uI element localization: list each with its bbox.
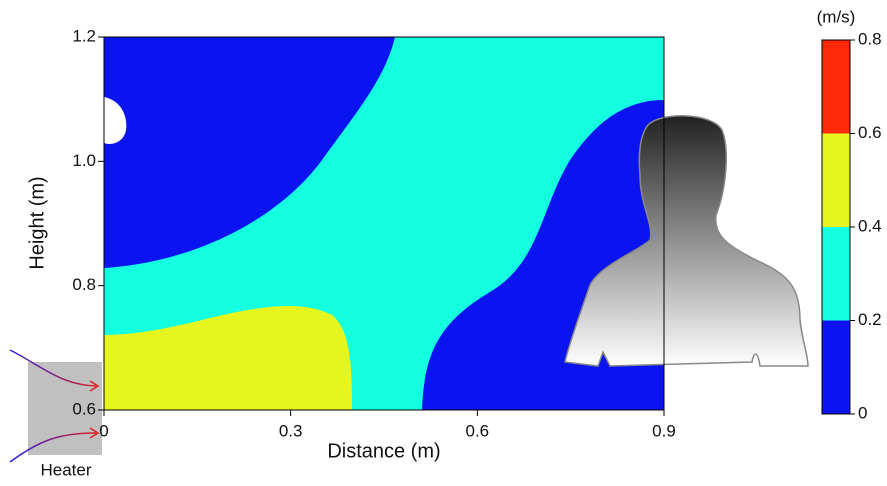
y-tick-label: 1.2 (72, 26, 96, 45)
person-silhouette (564, 115, 809, 367)
no-data-region (104, 97, 127, 144)
colorbar-tick-label: 0.6 (858, 123, 882, 142)
y-tick-label: 1.0 (72, 151, 96, 170)
arrow-head (89, 380, 100, 392)
y-axis-title: Height (m) (26, 176, 48, 269)
heater-box (28, 362, 102, 455)
arrow-head (89, 427, 100, 439)
colorbar-tick-label: 0.8 (858, 29, 882, 48)
x-tick-label: 0.6 (466, 421, 490, 440)
x-tick-label: 0.9 (652, 421, 676, 440)
y-tick-label: 0.6 (72, 399, 96, 418)
airflow-arrow (9, 432, 97, 463)
colorbar-title: (m/s) (817, 7, 856, 26)
colorbar-tick-label: 0.2 (858, 310, 882, 329)
heater-label: Heater (40, 460, 91, 479)
colorbar-band (822, 227, 850, 321)
x-axis-title: Distance (m) (327, 440, 440, 462)
y-tick-label: 0.8 (72, 275, 96, 294)
colorbar-band (822, 40, 850, 134)
airflow-arrow (9, 349, 97, 387)
colorbar-band (822, 320, 850, 414)
contour-region (104, 305, 352, 410)
plot-frame (103, 36, 665, 411)
contour-region (104, 37, 395, 268)
colorbar-tick-label: 0.4 (858, 216, 882, 235)
colorbar-tick-label: 0 (858, 403, 867, 422)
colorbar-band (822, 133, 850, 227)
x-tick-label: 0.3 (279, 421, 303, 440)
x-tick-label: 0 (99, 421, 108, 440)
